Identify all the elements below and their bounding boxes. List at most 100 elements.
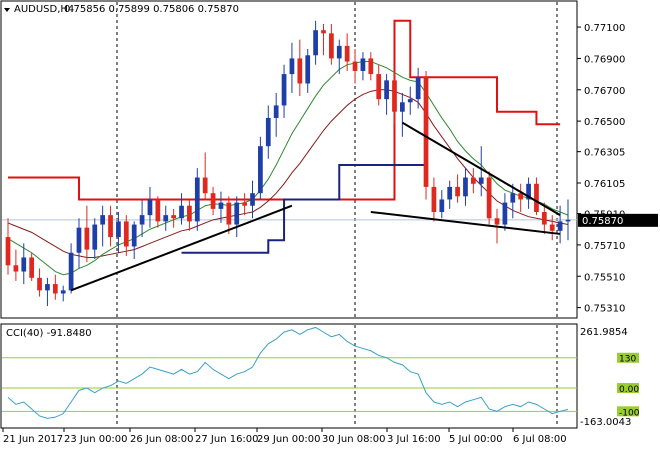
candle[interactable] [352, 49, 358, 84]
candle[interactable] [470, 168, 476, 194]
candle[interactable] [415, 67, 421, 109]
trendline[interactable] [70, 204, 293, 292]
candle-body[interactable] [376, 74, 382, 100]
candle-body[interactable] [565, 219, 571, 222]
candle-body[interactable] [281, 74, 287, 106]
candle-body[interactable] [510, 193, 516, 203]
candle-body[interactable] [439, 199, 445, 212]
candle-body[interactable] [92, 224, 98, 250]
candle-body[interactable] [76, 227, 82, 253]
candle[interactable] [368, 52, 374, 81]
candle-body[interactable] [218, 202, 224, 209]
candle[interactable] [289, 42, 295, 93]
candle-body[interactable] [250, 193, 255, 206]
candle[interactable] [187, 199, 192, 231]
candle[interactable] [163, 205, 169, 231]
candle[interactable] [76, 218, 82, 269]
candle-body[interactable] [368, 58, 374, 75]
candle[interactable] [344, 33, 350, 71]
candle-body[interactable] [226, 202, 232, 225]
candle[interactable] [486, 171, 492, 225]
candle-body[interactable] [447, 186, 453, 200]
candle-body[interactable] [297, 58, 303, 84]
candle-body[interactable] [131, 224, 137, 247]
candle[interactable] [100, 205, 106, 247]
candle-body[interactable] [187, 205, 192, 222]
candle[interactable] [171, 208, 176, 228]
candle-body[interactable] [13, 265, 19, 272]
candle-body[interactable] [463, 177, 468, 197]
candle-body[interactable] [494, 218, 500, 225]
candle[interactable] [534, 177, 539, 216]
candle-body[interactable] [5, 237, 11, 266]
candle[interactable] [108, 205, 113, 247]
candle[interactable] [321, 23, 326, 56]
candle[interactable] [502, 193, 508, 231]
candle-body[interactable] [534, 183, 539, 212]
candle[interactable] [147, 186, 153, 228]
candle-body[interactable] [171, 215, 176, 219]
candle[interactable] [258, 136, 263, 200]
candle-body[interactable] [344, 45, 350, 62]
candle[interactable] [360, 52, 366, 81]
candle[interactable] [463, 168, 468, 206]
candle-body[interactable] [329, 33, 334, 59]
candle[interactable] [407, 86, 413, 115]
candle[interactable] [384, 74, 389, 115]
candle[interactable] [313, 20, 318, 65]
candle-body[interactable] [234, 202, 240, 225]
candle-body[interactable] [400, 102, 405, 112]
candle-body[interactable] [108, 215, 113, 238]
trendline[interactable] [370, 211, 561, 235]
candle-body[interactable] [60, 290, 66, 294]
candle[interactable] [510, 183, 516, 219]
candle-body[interactable] [68, 252, 74, 291]
candle-body[interactable] [45, 284, 50, 291]
candle[interactable] [297, 39, 303, 97]
candle[interactable] [565, 199, 571, 241]
candle-body[interactable] [518, 193, 524, 200]
candle-body[interactable] [392, 80, 397, 112]
candle-body[interactable] [415, 77, 421, 100]
candle-body[interactable] [407, 99, 413, 103]
candle-body[interactable] [273, 105, 279, 118]
candle[interactable] [92, 218, 98, 260]
candle[interactable] [155, 196, 161, 228]
dropdown-triangle-icon[interactable] [4, 8, 10, 12]
candle[interactable] [423, 70, 429, 200]
candle-body[interactable] [155, 199, 161, 222]
candle[interactable] [179, 193, 184, 225]
candle[interactable] [45, 277, 50, 307]
candle-body[interactable] [423, 77, 429, 187]
candle[interactable] [21, 243, 27, 285]
candle[interactable] [139, 199, 145, 238]
candle-body[interactable] [202, 177, 208, 194]
candle[interactable] [5, 218, 11, 275]
candle-body[interactable] [139, 215, 145, 225]
candle-body[interactable] [455, 186, 460, 197]
candle-body[interactable] [37, 277, 42, 291]
candle-body[interactable] [289, 58, 295, 75]
candle[interactable] [194, 168, 200, 231]
candle-body[interactable] [384, 80, 389, 100]
candle-body[interactable] [336, 45, 342, 59]
candle[interactable] [52, 274, 58, 300]
candle[interactable] [123, 215, 129, 256]
candle-body[interactable] [541, 212, 547, 225]
candle[interactable] [242, 193, 247, 216]
candle[interactable] [518, 183, 524, 212]
candle[interactable] [526, 177, 531, 209]
candle[interactable] [392, 70, 397, 125]
candle-body[interactable] [478, 177, 484, 184]
candle[interactable] [131, 221, 137, 260]
candle[interactable] [447, 180, 453, 209]
candle[interactable] [431, 177, 437, 222]
candle[interactable] [84, 205, 90, 263]
candle[interactable] [557, 205, 563, 244]
candle[interactable] [116, 212, 121, 253]
candle[interactable] [210, 186, 216, 216]
candle[interactable] [218, 191, 224, 223]
candle-body[interactable] [313, 30, 318, 56]
candle[interactable] [265, 105, 271, 159]
candle-body[interactable] [321, 30, 326, 34]
